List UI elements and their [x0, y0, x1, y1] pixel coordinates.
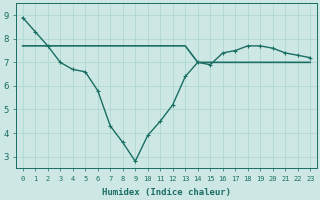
X-axis label: Humidex (Indice chaleur): Humidex (Indice chaleur) — [102, 188, 231, 197]
